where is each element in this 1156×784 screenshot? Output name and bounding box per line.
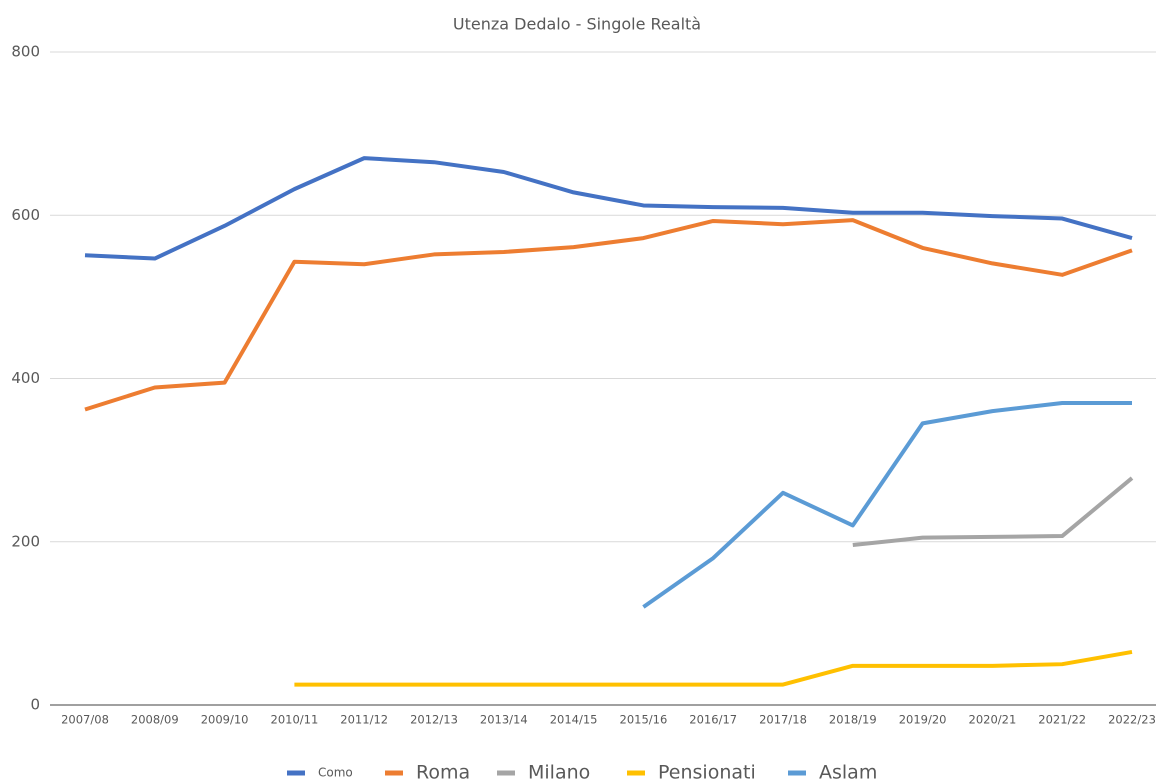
legend-label: Milano: [528, 762, 590, 784]
x-tick-label: 2016/17: [689, 713, 737, 727]
x-tick-label: 2011/12: [340, 713, 388, 727]
legend-label: Aslam: [819, 762, 877, 784]
x-tick-label: 2019/20: [899, 713, 947, 727]
y-tick-label: 600: [11, 206, 40, 224]
y-tick-label: 0: [30, 696, 40, 714]
x-tick-label: 2013/14: [480, 713, 528, 727]
series-line: [294, 649, 1133, 687]
y-tick-label: 200: [11, 532, 40, 550]
x-tick-label: 2010/11: [271, 713, 319, 727]
x-tick-label: 2017/18: [759, 713, 807, 727]
series-line: [84, 156, 1133, 261]
legend-label: Roma: [416, 762, 470, 784]
y-tick-label: 400: [11, 369, 40, 387]
x-tick-label: 2015/16: [620, 713, 668, 727]
x-tick-label: 2022/23: [1108, 713, 1156, 727]
y-tick-label: 800: [11, 43, 40, 61]
x-tick-label: 2020/21: [969, 713, 1017, 727]
x-tick-label: 2018/19: [829, 713, 877, 727]
x-tick-label: 2014/15: [550, 713, 598, 727]
x-tick-label: 2009/10: [201, 713, 249, 727]
x-tick-label: 2021/22: [1038, 713, 1086, 727]
series-line: [852, 476, 1134, 548]
x-tick-label: 2007/08: [61, 713, 109, 727]
x-tick-label: 2008/09: [131, 713, 179, 727]
x-tick-label: 2012/13: [410, 713, 458, 727]
legend-label: Como: [318, 766, 353, 780]
series-line: [642, 400, 1132, 609]
legend-label: Pensionati: [658, 762, 756, 784]
series-line: [84, 218, 1133, 412]
chart-title: Utenza Dedalo - Singole Realtà: [453, 15, 701, 34]
